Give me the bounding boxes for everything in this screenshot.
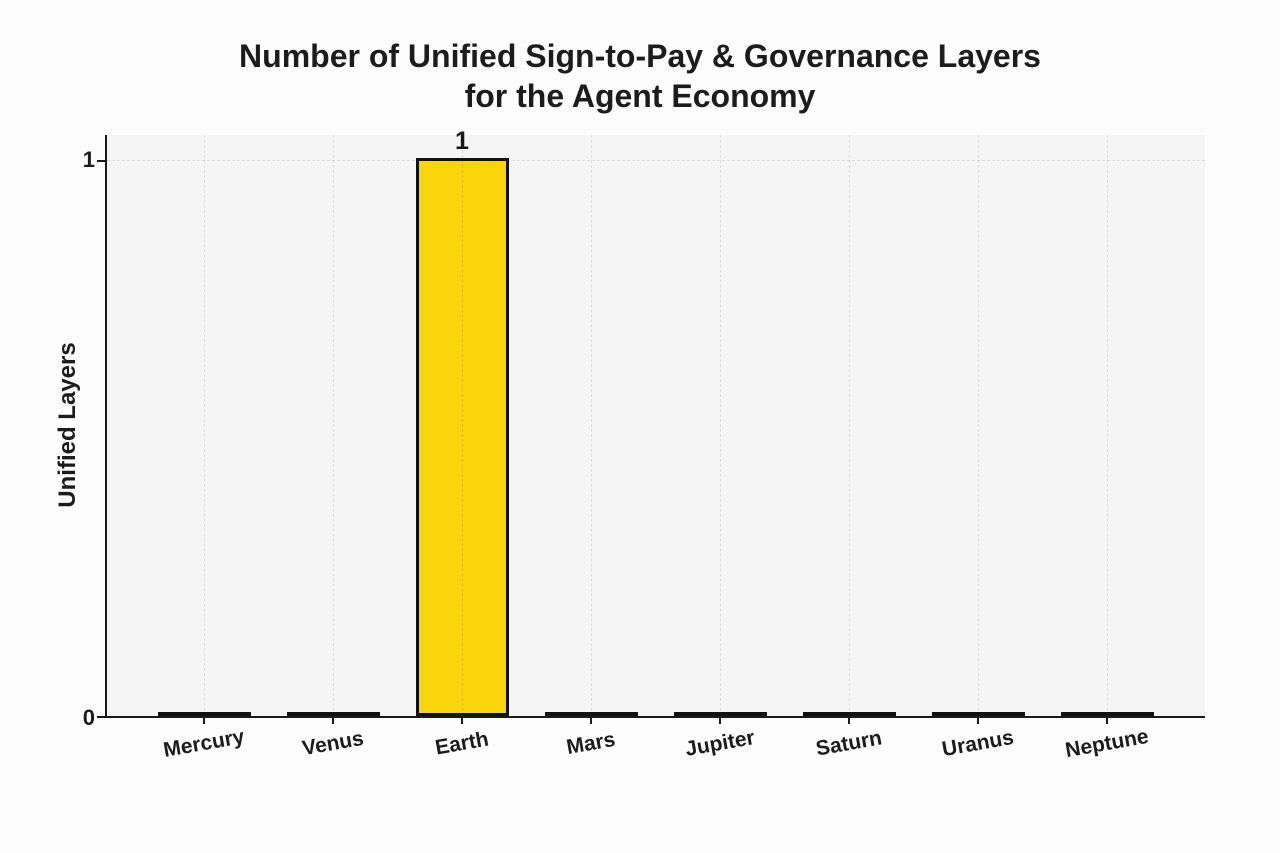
y-tick-label: 0 — [82, 705, 95, 730]
chart-title: Number of Unified Sign-to-Pay & Governan… — [0, 36, 1280, 116]
y-gridline — [107, 160, 1205, 161]
y-tick-mark — [97, 160, 105, 162]
x-gridline — [204, 135, 205, 716]
x-tick-label-venus: Venus — [300, 726, 366, 761]
bar-venus — [286, 712, 380, 716]
chart-title-line1: Number of Unified Sign-to-Pay & Governan… — [239, 38, 1041, 74]
bar-mars — [544, 712, 638, 716]
x-tick-label-mercury: Mercury — [161, 725, 247, 762]
x-tick-mark — [848, 718, 850, 724]
y-tick-label: 1 — [82, 147, 95, 172]
x-tick-mark — [461, 718, 463, 724]
bar-jupiter — [673, 712, 767, 716]
x-tick-mark — [719, 718, 721, 724]
x-tick-label-uranus: Uranus — [940, 725, 1016, 762]
chart-title-line2: for the Agent Economy — [464, 78, 816, 114]
x-tick-label-jupiter: Jupiter — [683, 726, 757, 761]
x-gridline — [849, 135, 850, 716]
bar-neptune — [1060, 712, 1154, 716]
x-gridline — [978, 135, 979, 716]
x-gridline — [720, 135, 721, 716]
x-tick-mark — [332, 718, 334, 724]
x-tick-mark — [590, 718, 592, 724]
plot-area: Mercury Venus 1 Earth Mars Jupiter Saturn Uranu… — [83, 127, 1205, 762]
bar-mercury — [157, 712, 251, 716]
x-gridline — [591, 135, 592, 716]
bar-saturn — [802, 712, 896, 716]
x-gridline — [1107, 135, 1108, 716]
bar-value-label: 1 — [455, 127, 469, 155]
x-tick-mark — [977, 718, 979, 724]
y-tick-mark — [97, 716, 105, 718]
x-tick-label-earth: Earth — [433, 727, 491, 760]
bar-uranus — [931, 712, 1025, 716]
x-tick-mark — [203, 718, 205, 724]
x-tick-label-saturn: Saturn — [814, 726, 884, 761]
x-tick-label-mars: Mars — [564, 727, 618, 760]
bar-earth — [415, 158, 509, 716]
x-tick-mark — [1106, 718, 1108, 724]
x-gridline — [333, 135, 334, 716]
x-tick-label-neptune: Neptune — [1063, 724, 1151, 763]
y-axis-title: Unified Layers — [54, 342, 81, 508]
